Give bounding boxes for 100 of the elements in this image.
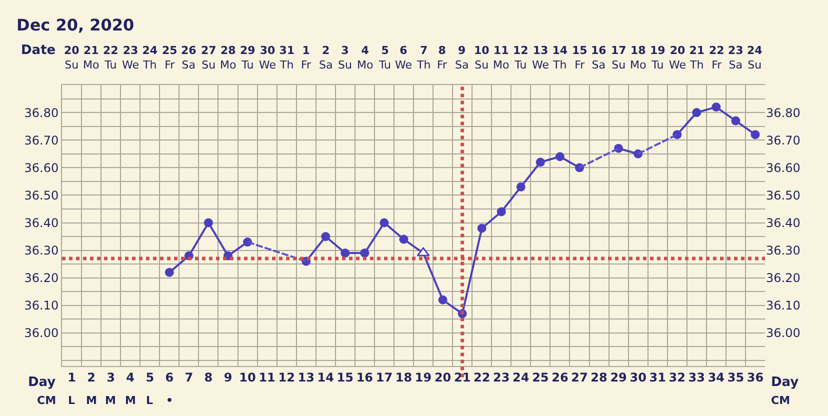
text: 29 Tu (240, 44, 256, 72)
text: 1 Fr (301, 44, 312, 72)
point (516, 182, 526, 192)
text: 20 We (669, 44, 686, 72)
y-tick-label: 36.80 (24, 106, 59, 120)
x-tick-label: 34 (708, 370, 725, 384)
text: 6 We (395, 44, 412, 72)
point (321, 232, 330, 242)
point (712, 102, 721, 112)
x-tick-label: 36 (746, 370, 764, 384)
text: 24 Th (142, 44, 158, 72)
x-tick-label: 26 (552, 370, 568, 384)
x-tick-label: 6 (165, 370, 174, 384)
text: 21 Mo (83, 44, 100, 72)
x-tick-label: 16 (356, 370, 374, 384)
text: 10 Su (474, 44, 490, 72)
y-tick-label: 36.30 (24, 243, 59, 258)
y-tick-label: 36.00 (24, 326, 59, 340)
x-tick-label: 13 (298, 370, 314, 384)
x-tick-label: 29 (610, 370, 627, 384)
text: Date (21, 43, 56, 58)
y-tick-label: 36.70 (24, 133, 59, 148)
x-tick-label: 5 (146, 370, 154, 384)
text: Day (771, 375, 799, 390)
x-tick-label: 7 (184, 370, 194, 384)
x-tick-label: 11 (258, 370, 276, 384)
x-tick-label: 2 (87, 370, 96, 384)
text: Day (28, 375, 56, 390)
text: CM (37, 394, 56, 407)
x-tick-label: 32 (668, 370, 686, 384)
y2-tick-label: 36.20 (766, 271, 800, 286)
point (204, 218, 213, 228)
text: 21 Th (689, 44, 705, 72)
text: 9 Sa (455, 44, 469, 72)
y-tick-label: 36.40 (24, 216, 59, 230)
y-tick-label: 36.20 (24, 271, 59, 286)
x-tick-label: 35 (727, 370, 744, 384)
point (416, 247, 430, 256)
chart-title: Dec 20, 2020 (16, 16, 134, 35)
y-tick-label: 36.50 (24, 188, 59, 202)
text: 14 Th (552, 44, 568, 72)
x-tick-label: 3 (106, 370, 115, 384)
point (360, 248, 370, 258)
y2-tick-label: 36.30 (766, 243, 800, 258)
y2-tick-label: 36.00 (766, 326, 800, 340)
x-tick-label: 19 (414, 370, 432, 384)
x-tick-label: 14 (317, 370, 334, 384)
point (536, 158, 545, 167)
text: 27 Su (201, 44, 216, 72)
text: 4 Mo (357, 44, 374, 72)
x-tick-label: 28 (590, 370, 608, 384)
text: L (146, 394, 154, 407)
point (399, 234, 408, 244)
text: 30 We (259, 44, 276, 72)
text: 17 Su (611, 44, 626, 72)
text: CM (771, 394, 790, 407)
text: 20 Su (64, 44, 80, 72)
x-tick-label: 4 (126, 370, 135, 384)
x-tick-label: 23 (493, 370, 510, 384)
text: 11 Mo (493, 44, 510, 72)
y2-tick-label: 36.60 (766, 160, 800, 175)
point (380, 218, 389, 228)
x-tick-label: 27 (571, 370, 588, 384)
point (438, 295, 448, 304)
text: M (125, 394, 136, 407)
text: 2 Sa (319, 44, 333, 72)
point (555, 152, 564, 162)
text: 13 We (532, 44, 550, 72)
text: • (166, 394, 174, 407)
point (750, 130, 760, 140)
text: 22 Fr (709, 44, 724, 72)
text: 31 Th (279, 44, 295, 72)
x-tick-label: 10 (239, 370, 256, 384)
text: 7 Th (416, 44, 431, 72)
text: 8 Fr (437, 44, 448, 72)
x-tick-label: 21 (454, 370, 471, 384)
y-tick-label: 36.10 (24, 298, 59, 313)
point (164, 268, 174, 277)
point (731, 116, 740, 126)
x-tick-label: 18 (395, 370, 412, 384)
x-tick-label: 31 (649, 370, 666, 384)
text: 23 Sa (728, 44, 744, 72)
x-tick-label: 25 (532, 370, 549, 384)
point (340, 248, 350, 258)
x-tick-label: 33 (688, 370, 705, 384)
y2-tick-label: 36.40 (766, 216, 800, 230)
y2-tick-label: 36.70 (766, 133, 800, 148)
y-tick-label: 36.60 (24, 160, 59, 175)
text: 18 Mo (630, 44, 646, 72)
text: 28 Mo (220, 44, 236, 72)
point (477, 224, 486, 233)
text: L (68, 394, 76, 407)
text: 15 Fr (572, 44, 588, 72)
text: 16 Sa (591, 44, 607, 72)
text: 3 Su (338, 44, 352, 72)
point (496, 207, 506, 216)
text: M (86, 394, 97, 407)
text: 24 Su (747, 44, 763, 72)
y2-tick-label: 36.10 (766, 298, 800, 313)
x-tick-label: 15 (336, 370, 354, 384)
